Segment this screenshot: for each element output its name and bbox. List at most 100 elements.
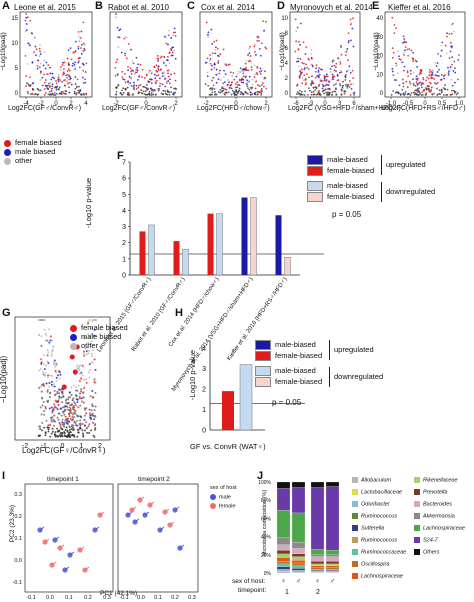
volcano-point bbox=[294, 18, 297, 21]
volcano-point bbox=[231, 89, 234, 92]
volcano-point bbox=[315, 67, 318, 70]
volcano-point bbox=[335, 83, 337, 85]
volcano-point bbox=[316, 75, 319, 77]
volcano-point bbox=[347, 32, 350, 35]
g-point bbox=[94, 368, 97, 371]
volcano-point bbox=[67, 62, 70, 64]
f-ytick-label: 7 bbox=[122, 160, 126, 167]
volcano-point bbox=[68, 64, 71, 66]
volcano-point bbox=[154, 81, 157, 84]
volcano-point bbox=[25, 23, 28, 25]
volcano-point bbox=[49, 93, 52, 96]
volcano-point bbox=[254, 92, 257, 95]
j-segment bbox=[310, 481, 325, 488]
g-point bbox=[85, 412, 88, 415]
volcano-point bbox=[146, 93, 149, 96]
volcano-point bbox=[236, 81, 239, 84]
j-segment bbox=[276, 510, 291, 538]
volcano-point bbox=[408, 80, 411, 83]
g-point bbox=[51, 349, 54, 352]
volcano-frame-3 bbox=[289, 11, 361, 98]
panel-letter-a: A bbox=[2, 0, 10, 12]
volcano-point bbox=[51, 87, 53, 90]
volcano-point bbox=[150, 78, 153, 81]
volcano-point bbox=[348, 85, 351, 88]
j-legend-label: Others bbox=[423, 549, 440, 556]
volcano-point bbox=[225, 91, 228, 94]
volcano-point bbox=[36, 88, 39, 90]
volcano-point bbox=[163, 60, 165, 63]
volcano-point bbox=[442, 75, 445, 77]
volcano-point bbox=[333, 84, 335, 86]
volcano-point bbox=[55, 86, 58, 89]
f-legend-swatch bbox=[307, 181, 323, 192]
volcano-point bbox=[432, 69, 435, 72]
g-point bbox=[53, 389, 56, 392]
volcano-point bbox=[26, 16, 29, 19]
volcano-point bbox=[240, 81, 243, 84]
h-legend-item: female-biased bbox=[255, 377, 322, 388]
g-point bbox=[45, 382, 48, 385]
volcano-xtick-label-3-2: 0 bbox=[323, 101, 327, 107]
volcano-point bbox=[68, 69, 71, 72]
volcano-point bbox=[403, 38, 406, 40]
g-point bbox=[59, 389, 62, 392]
volcano-point bbox=[317, 71, 320, 73]
volcano-point bbox=[149, 78, 151, 81]
volcano-point bbox=[442, 94, 445, 96]
volcano-point bbox=[57, 80, 60, 83]
g-point bbox=[93, 358, 96, 361]
volcano-xtick-label-2-0: -2 bbox=[203, 101, 209, 107]
volcano-point bbox=[317, 91, 320, 93]
volcano-point bbox=[141, 68, 144, 71]
volcano-point bbox=[158, 88, 161, 90]
volcano-point bbox=[407, 75, 410, 78]
volcano-point bbox=[45, 85, 48, 87]
j-legend-item: Lactobacillaceae bbox=[352, 489, 402, 495]
volcano-point bbox=[263, 76, 266, 79]
g-point bbox=[72, 397, 75, 400]
f-bar bbox=[173, 241, 180, 275]
volcano-point bbox=[230, 93, 233, 96]
volcano-point bbox=[253, 43, 256, 46]
volcano-ytick-label-3-3: 6 bbox=[285, 46, 289, 52]
volcano-point bbox=[146, 84, 148, 86]
j-segment bbox=[325, 565, 340, 568]
volcano-point bbox=[115, 93, 118, 96]
volcano-point bbox=[249, 93, 252, 96]
g-point bbox=[93, 424, 96, 427]
volcano-point bbox=[258, 48, 261, 50]
panel-letter-c: C bbox=[187, 0, 195, 12]
volcano-point bbox=[157, 69, 160, 72]
g-point bbox=[59, 407, 62, 410]
volcano-point bbox=[150, 82, 153, 85]
g-point bbox=[58, 377, 61, 380]
g-point bbox=[75, 404, 78, 407]
volcano-point bbox=[78, 57, 81, 59]
g-point bbox=[60, 434, 63, 437]
g-point bbox=[84, 424, 87, 427]
volcano-point bbox=[64, 85, 66, 87]
i-xtick-label: 0.0 bbox=[46, 595, 54, 601]
i-ytick-label: 0.0 bbox=[14, 558, 22, 564]
g-point bbox=[41, 404, 44, 407]
volcano-point bbox=[121, 70, 124, 73]
volcano-point bbox=[229, 71, 232, 74]
i-sample-arrow bbox=[131, 506, 137, 511]
volcano-point bbox=[216, 48, 219, 50]
volcano-point bbox=[396, 50, 399, 53]
g-point bbox=[44, 431, 47, 434]
volcano-point bbox=[210, 68, 213, 71]
volcano-point bbox=[445, 45, 448, 48]
volcano-point bbox=[244, 62, 247, 65]
volcano-point bbox=[157, 65, 160, 68]
volcano-point bbox=[29, 93, 32, 96]
g-point bbox=[58, 371, 61, 374]
volcano-point bbox=[244, 90, 247, 93]
volcano-point bbox=[253, 76, 256, 78]
i-sample-arrow bbox=[51, 561, 57, 566]
volcano-point bbox=[155, 64, 158, 67]
volcano-point bbox=[299, 22, 302, 25]
volcano-point bbox=[254, 73, 257, 76]
i-sample-arrow bbox=[54, 536, 60, 541]
